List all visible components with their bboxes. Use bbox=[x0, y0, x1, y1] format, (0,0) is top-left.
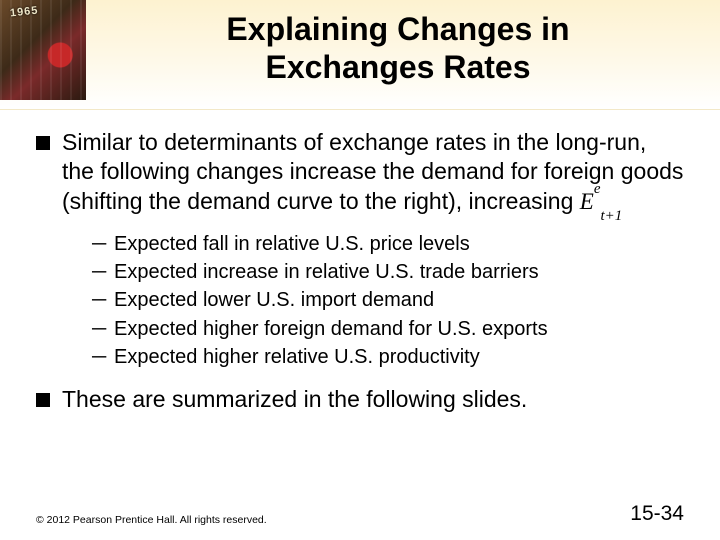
sub-item-text: Expected increase in relative U.S. trade… bbox=[114, 259, 539, 285]
slide: Explaining Changes in Exchanges Rates Si… bbox=[0, 0, 720, 540]
sub-bullet-list: ─ Expected fall in relative U.S. price l… bbox=[92, 231, 684, 371]
dash-icon: ─ bbox=[92, 259, 114, 285]
sub-item-text: Expected higher foreign demand for U.S. … bbox=[114, 316, 548, 342]
dash-icon: ─ bbox=[92, 231, 114, 257]
dash-icon: ─ bbox=[92, 287, 114, 313]
sub-item: ─ Expected higher relative U.S. producti… bbox=[92, 344, 684, 370]
copyright-text: © 2012 Pearson Prentice Hall. All rights… bbox=[36, 514, 267, 526]
dash-icon: ─ bbox=[92, 344, 114, 370]
bullet-main-2: These are summarized in the following sl… bbox=[36, 385, 684, 414]
title-line-2: Exchanges Rates bbox=[265, 49, 530, 85]
sub-item-text: Expected lower U.S. import demand bbox=[114, 287, 434, 313]
slide-title: Explaining Changes in Exchanges Rates bbox=[96, 10, 700, 87]
bullet-2-text: These are summarized in the following sl… bbox=[62, 385, 527, 414]
bullet-1-text: Similar to determinants of exchange rate… bbox=[62, 128, 684, 221]
title-wrap: Explaining Changes in Exchanges Rates bbox=[86, 0, 720, 87]
sub-item-text: Expected fall in relative U.S. price lev… bbox=[114, 231, 470, 257]
sub-item-text: Expected higher relative U.S. productivi… bbox=[114, 344, 480, 370]
footer: © 2012 Pearson Prentice Hall. All rights… bbox=[0, 502, 720, 526]
title-line-1: Explaining Changes in bbox=[226, 11, 569, 47]
header-band: Explaining Changes in Exchanges Rates bbox=[0, 0, 720, 110]
header-decorative-image bbox=[0, 0, 86, 100]
sub-item: ─ Expected higher foreign demand for U.S… bbox=[92, 316, 684, 342]
page-number: 15-34 bbox=[630, 502, 684, 526]
bullet-main-1: Similar to determinants of exchange rate… bbox=[36, 128, 684, 221]
dash-icon: ─ bbox=[92, 316, 114, 342]
content-area: Similar to determinants of exchange rate… bbox=[0, 110, 720, 540]
sub-item: ─ Expected fall in relative U.S. price l… bbox=[92, 231, 684, 257]
sub-item: ─ Expected increase in relative U.S. tra… bbox=[92, 259, 684, 285]
bullet-square-icon bbox=[36, 393, 50, 407]
math-expression: Eet+1 bbox=[580, 189, 622, 214]
bullet-square-icon bbox=[36, 136, 50, 150]
sub-item: ─ Expected lower U.S. import demand bbox=[92, 287, 684, 313]
